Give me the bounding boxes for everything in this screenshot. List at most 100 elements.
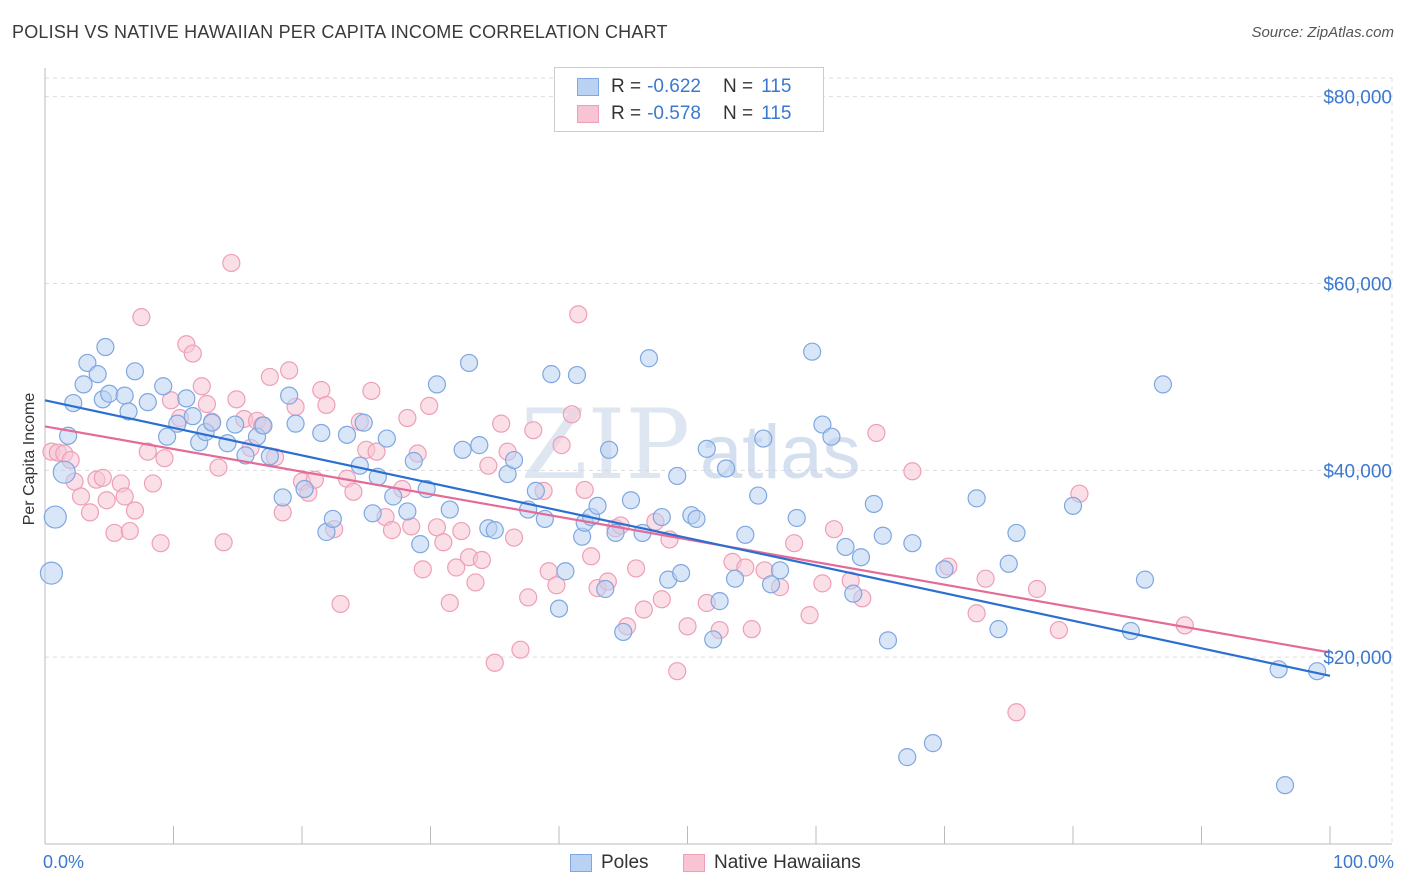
poles-point [411, 535, 430, 554]
native-hawaiians-point [317, 395, 336, 415]
native-hawaiians-point [155, 449, 174, 468]
legend-item-poles: Poles [570, 852, 649, 874]
poles-point [1153, 375, 1173, 394]
poles-point [697, 439, 716, 458]
native-hawaiians-point [71, 487, 91, 506]
poles-point [363, 504, 382, 523]
native-hawaiians-point [813, 574, 832, 593]
native-hawaiians-point [668, 662, 687, 681]
poles-point [295, 479, 314, 499]
native-hawaiians-point [575, 480, 594, 500]
poles-point [770, 561, 790, 580]
poles-point [822, 427, 841, 446]
poles-point [202, 413, 222, 432]
poles-point [803, 342, 822, 361]
poles-point [504, 450, 524, 470]
poles-point [935, 560, 954, 579]
native-hawaiians-point [80, 503, 100, 522]
native-hawaiians-point [398, 408, 417, 428]
poles-point [157, 427, 177, 446]
native-hawaiians-point [967, 604, 986, 623]
legend-row-poles: R = -0.622 N = 115 [555, 74, 791, 100]
y-axis-title: Per Capita Income [21, 392, 38, 526]
poles-point [989, 620, 1008, 639]
poles-point [1007, 523, 1026, 543]
native-hawaiians-point [115, 487, 134, 506]
poles-point [542, 365, 561, 384]
poles-point [687, 509, 706, 529]
poles-point [813, 415, 832, 434]
native-n-label: N = [722, 103, 754, 124]
poles-point [851, 548, 871, 567]
poles-point [470, 436, 489, 455]
native-hawaiians-point [485, 653, 504, 672]
native-hawaiians-point [197, 394, 217, 414]
poles-point [236, 446, 255, 465]
poles-point [427, 375, 447, 394]
poles-point [652, 507, 671, 527]
poles-legend-swatch [570, 854, 592, 872]
poles-r-label: R = [611, 76, 642, 97]
poles-point [621, 491, 641, 510]
y-tick-label: $60,000 [1323, 275, 1392, 296]
poles-point [614, 622, 633, 642]
source-label: Source: ZipAtlas.com [1251, 24, 1394, 41]
native-hawaiians-point [479, 456, 498, 475]
native-hawaiians-point [736, 558, 755, 577]
native-hawaiians-point [331, 594, 350, 614]
poles-point [64, 393, 83, 413]
poles-point [761, 575, 781, 594]
native-hawaiians-point [367, 442, 386, 461]
native-hawaiians-point [452, 521, 471, 541]
y-tick-label: $40,000 [1323, 461, 1392, 482]
poles-point [567, 365, 587, 385]
poles-point [873, 526, 892, 545]
poles-point [754, 429, 773, 448]
native-hawaiians-point [519, 588, 538, 607]
poles-point [749, 486, 768, 505]
poles-point [337, 425, 357, 444]
poles-point [138, 393, 157, 412]
poles-trend-line [44, 399, 1331, 677]
poles-point [39, 561, 64, 585]
poles-point [43, 505, 67, 529]
poles-point [844, 584, 863, 603]
native-hawaiians-point [420, 396, 439, 415]
native-hawaiians-point [344, 482, 363, 501]
native-hawaiians-point [260, 367, 279, 387]
native-hawaiians-point [93, 468, 112, 487]
y-tick-labels: $20,000 $40,000 $60,000 $80,000 [1323, 88, 1392, 669]
poles-point [549, 599, 569, 618]
poles-point [453, 440, 472, 459]
x-tick-label-min: 0.0% [43, 852, 85, 872]
poles-point [115, 386, 134, 405]
chart-title: POLISH VS NATIVE HAWAIIAN PER CAPITA INC… [12, 22, 668, 42]
native-hawaiians-point [742, 620, 761, 639]
poles-point [1063, 496, 1083, 515]
poles-point [704, 630, 723, 649]
poles-point [254, 416, 273, 435]
native-hawaiians-point [214, 533, 233, 552]
native-n-value: 115 [761, 103, 792, 124]
poles-point [119, 402, 138, 421]
poles-point [710, 592, 729, 611]
poles-point [177, 389, 196, 408]
poles-point [716, 459, 736, 478]
poles-n-value: 115 [761, 76, 792, 97]
native-swatch [577, 105, 599, 123]
watermark-atlas: atlas [700, 410, 861, 495]
native-hawaiians-point [382, 521, 402, 540]
poles-point [596, 579, 615, 599]
native-hawaiians-point [97, 491, 116, 510]
native-hawaiians-point [652, 590, 671, 609]
poles-point [556, 562, 575, 581]
poles-point [1275, 776, 1295, 795]
poles-point [100, 384, 119, 403]
poles-point [668, 466, 687, 486]
native-hawaiians-point [562, 405, 581, 424]
native-hawaiians-point [447, 558, 466, 577]
poles-legend-label: Poles [601, 852, 649, 873]
native-r-label: R = [611, 103, 642, 124]
native-legend-swatch [683, 854, 705, 872]
